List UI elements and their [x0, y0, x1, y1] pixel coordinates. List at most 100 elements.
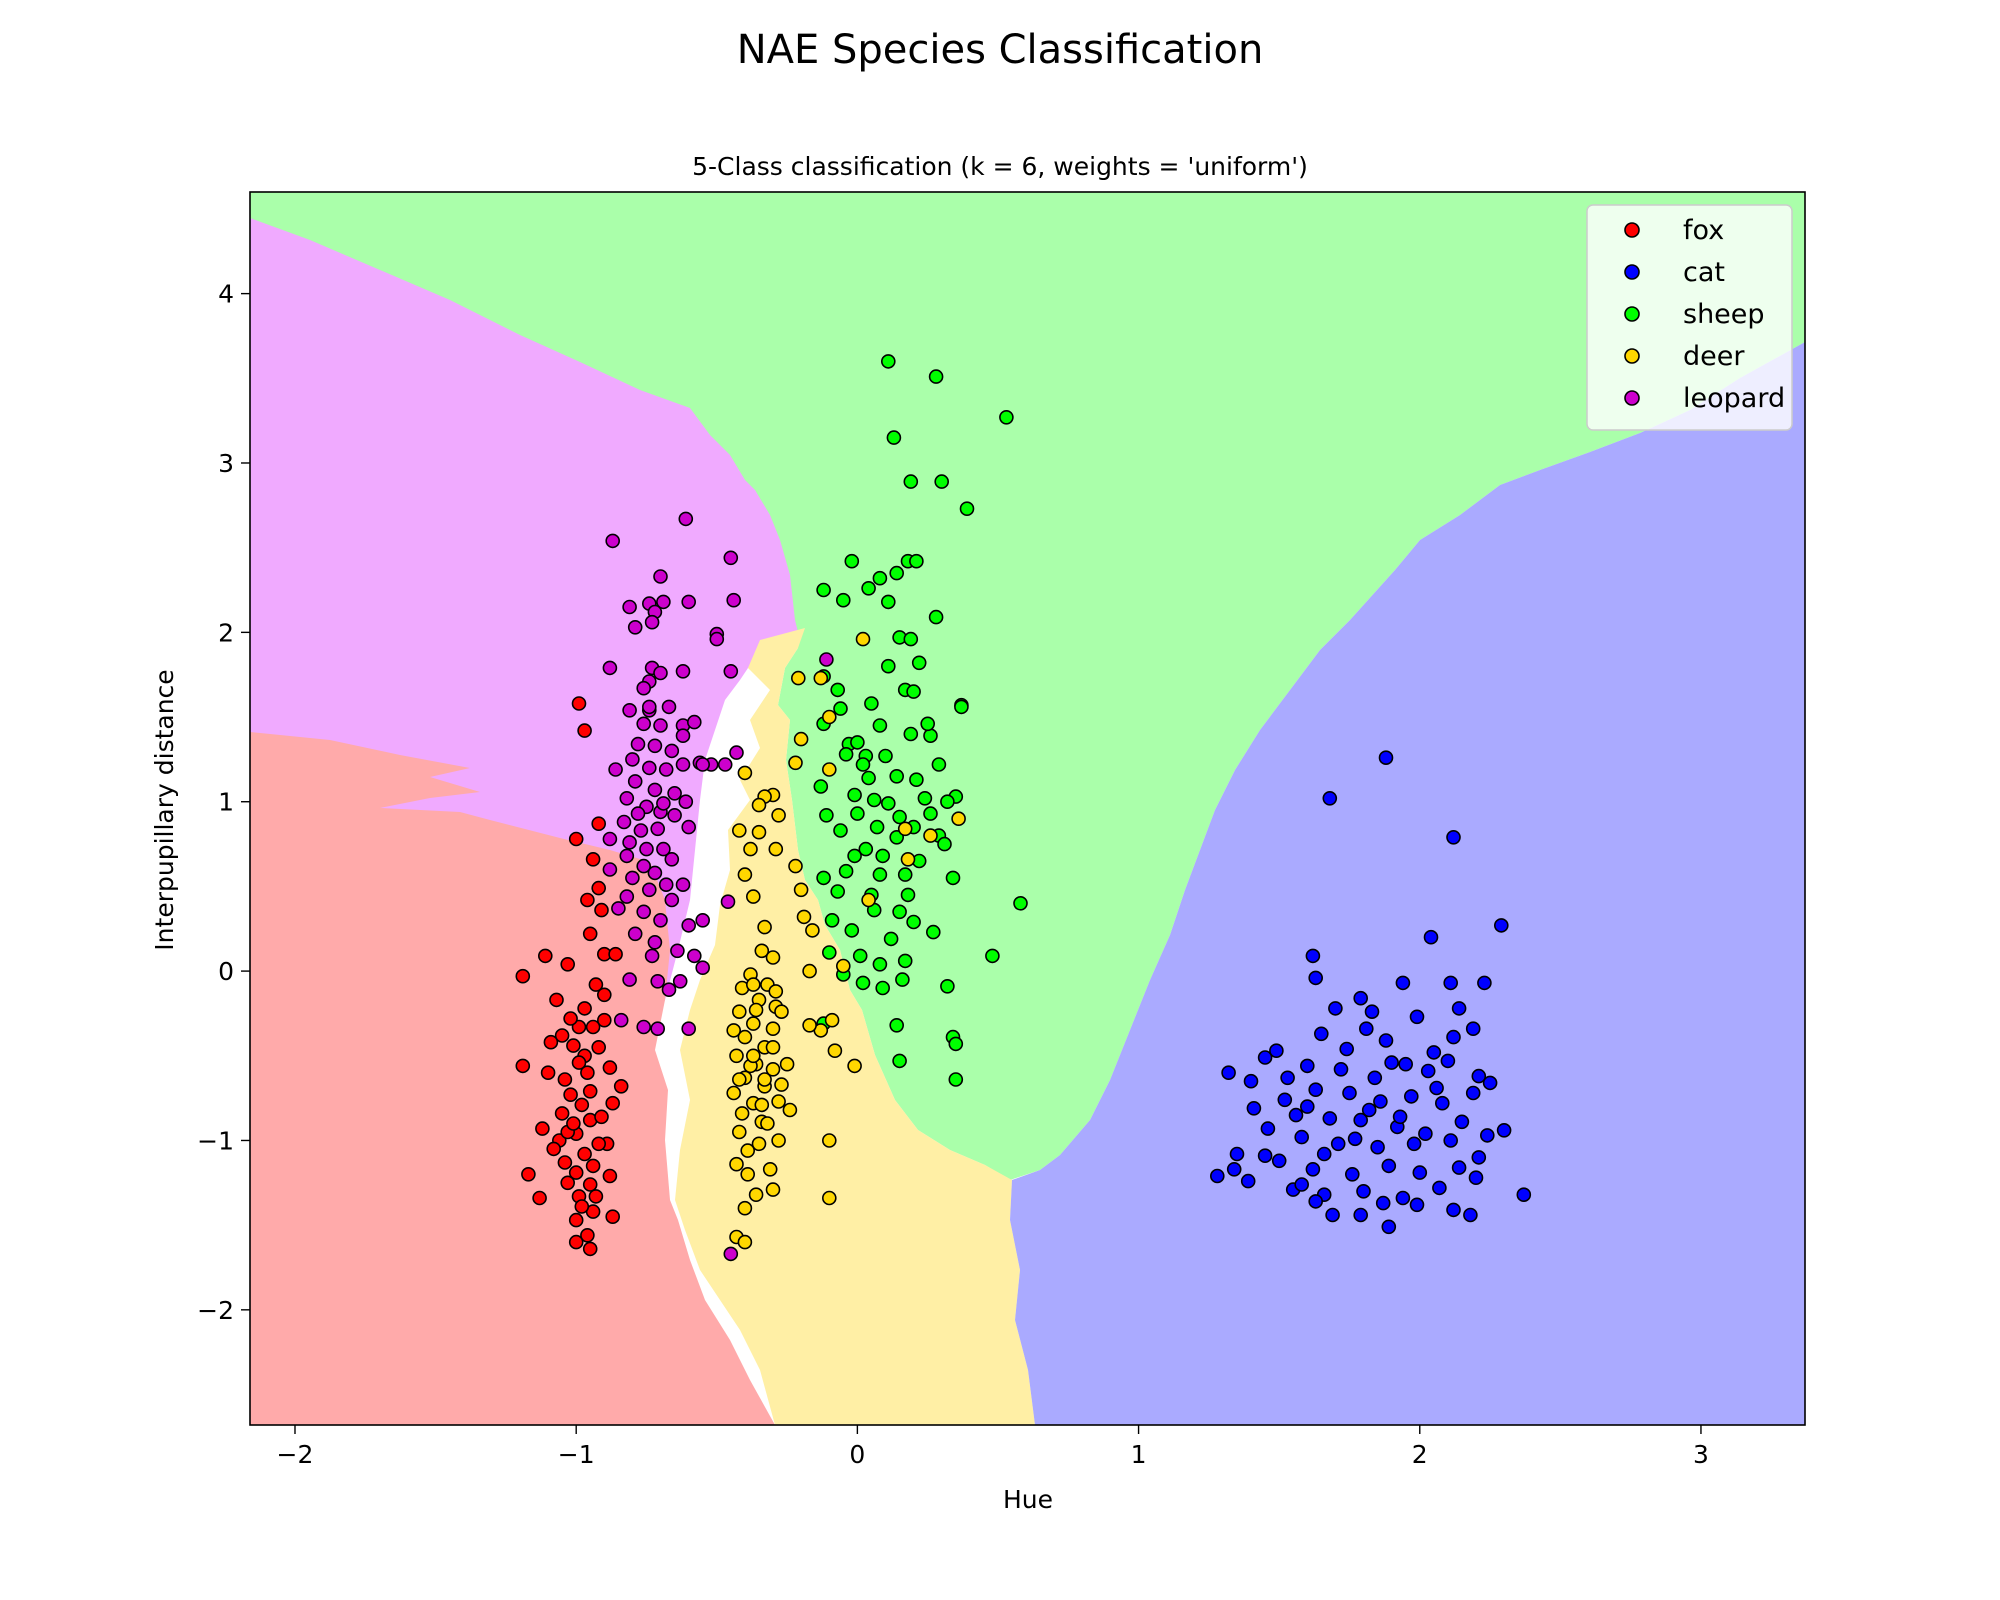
point-leopard [653, 665, 668, 681]
point-deer [771, 807, 786, 823]
point-leopard [619, 889, 635, 904]
point-leopard [675, 757, 691, 772]
point-deer [788, 858, 803, 874]
point-deer [726, 1085, 742, 1101]
point-leopard [636, 1019, 652, 1035]
point-leopard [644, 614, 660, 630]
x-axis-label: Hue [1003, 1485, 1053, 1514]
point-fox [580, 1065, 595, 1080]
point-leopard [675, 877, 691, 893]
point-sheep [923, 728, 938, 744]
point-cat [1375, 1195, 1391, 1211]
point-cat [1328, 1001, 1343, 1016]
point-fox [577, 723, 592, 738]
point-deer [737, 765, 753, 781]
point-fox [591, 880, 607, 896]
point-sheep [909, 553, 924, 569]
point-cat [1260, 1121, 1276, 1136]
point-leopard [709, 631, 725, 647]
point-deer [731, 1072, 747, 1087]
y-tick-label: 0 [218, 957, 234, 986]
point-cat [1412, 1165, 1428, 1180]
point-leopard [630, 806, 646, 821]
point-cat [1404, 1089, 1419, 1104]
point-sheep [861, 580, 876, 596]
point-cat [1494, 918, 1509, 933]
point-cat [1308, 1194, 1323, 1209]
point-deer [745, 1048, 761, 1064]
point-fox [582, 1084, 598, 1099]
point-deer [793, 731, 809, 747]
point-deer [762, 1162, 778, 1177]
point-fox [535, 1121, 550, 1136]
point-fox [554, 1028, 570, 1043]
point-fox [557, 1155, 573, 1170]
point-leopard [647, 865, 663, 881]
point-sheep [872, 570, 888, 586]
point-cat [1322, 790, 1338, 806]
point-fox [554, 1106, 570, 1121]
point-sheep [855, 757, 871, 772]
point-deer [748, 1002, 764, 1018]
point-deer [745, 1016, 761, 1031]
point-leopard [641, 699, 657, 715]
point-deer [779, 1056, 795, 1072]
point-sheep [844, 923, 860, 938]
point-leopard [644, 948, 660, 964]
point-deer [751, 797, 767, 813]
point-cat [1384, 1055, 1399, 1070]
point-cat [1451, 1160, 1467, 1175]
point-sheep [816, 870, 831, 886]
x-tick-label: −2 [277, 1440, 314, 1469]
point-deer [897, 821, 913, 837]
point-sheep [892, 904, 907, 920]
point-deer [745, 889, 761, 904]
point-fox [596, 1012, 612, 1028]
point-cat [1378, 750, 1394, 766]
point-fox [521, 1167, 536, 1182]
point-sheep [878, 748, 893, 764]
point-cat [1482, 1075, 1498, 1091]
point-cat [1395, 1190, 1411, 1206]
point-deer [802, 1018, 817, 1033]
point-fox [563, 1087, 578, 1102]
point-sheep [889, 1018, 905, 1033]
point-sheep [945, 870, 961, 886]
point-leopard [625, 870, 640, 886]
point-leopard [641, 882, 657, 898]
point-sheep [830, 682, 846, 698]
point-fox [577, 1001, 592, 1016]
point-deer [765, 950, 781, 965]
point-cat [1381, 1158, 1397, 1174]
point-sheep [861, 770, 876, 786]
point-cat [1294, 1177, 1309, 1192]
point-fox [568, 1165, 584, 1180]
point-cat [1342, 1085, 1357, 1101]
point-deer [760, 1116, 775, 1131]
point-fox [577, 1146, 592, 1162]
x-tick-label: 1 [1131, 1440, 1147, 1469]
point-fox [591, 816, 607, 832]
point-sheep [869, 819, 885, 835]
point-cat [1465, 1085, 1481, 1101]
point-cat [1477, 975, 1492, 991]
point-sheep [889, 768, 905, 784]
y-tick-label: 1 [218, 788, 234, 817]
legend-label-fox: fox [1683, 215, 1724, 246]
point-deer [765, 1040, 781, 1055]
point-cat [1471, 1068, 1487, 1084]
legend-marker-fox [1624, 222, 1640, 238]
point-leopard [613, 1012, 629, 1028]
point-leopard [653, 912, 668, 928]
point-cat [1330, 1136, 1346, 1152]
point-leopard [611, 901, 626, 916]
point-sheep [880, 658, 896, 674]
point-deer [771, 1094, 786, 1109]
point-leopard [622, 835, 637, 850]
point-deer [790, 670, 806, 686]
point-cat [1423, 929, 1439, 945]
point-deer [765, 1182, 781, 1197]
point-sheep [833, 701, 848, 716]
point-cat [1322, 1111, 1338, 1126]
